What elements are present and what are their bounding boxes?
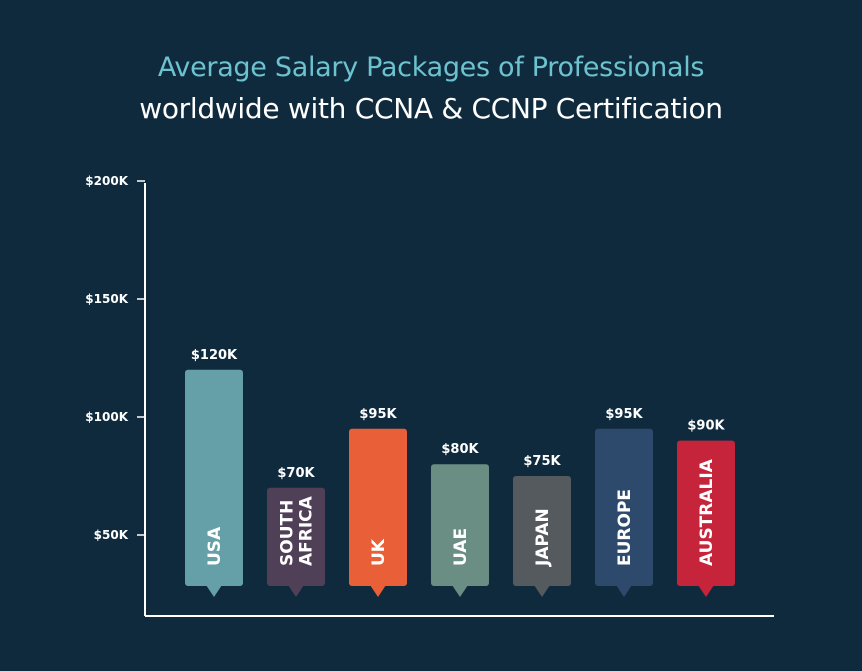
bar-value-label: $80K (441, 442, 479, 457)
bar-group: $75K JAPAN (513, 454, 571, 597)
bar-group: $95K EUROPE (595, 407, 653, 597)
bar-value-label: $95K (605, 407, 643, 422)
bar (513, 476, 571, 586)
bar (595, 428, 653, 586)
bar (267, 487, 325, 586)
bar-pointer (534, 585, 550, 597)
bar-pointer (698, 585, 714, 597)
chart-title-line1: Average Salary Packages of Professionals (157, 52, 705, 83)
bar-category-label: UK (369, 538, 389, 566)
bar-pointer (288, 585, 304, 597)
bar (185, 369, 243, 586)
bar (349, 428, 407, 586)
bar-pointer (616, 585, 632, 597)
bar-group: $95K UK (349, 407, 407, 597)
category-label-line: JAPAN (533, 508, 553, 567)
bar-pointer (370, 585, 386, 597)
bar-group: $90K AUSTRALIA (677, 419, 735, 597)
bar-category-label: EUROPE (615, 489, 635, 566)
category-label-line: UK (369, 538, 389, 566)
bar-group: $80K UAE (431, 442, 489, 597)
bar-group: $70K SOUTHAFRICA (267, 466, 325, 597)
bar-category-label: AUSTRALIA (697, 458, 717, 566)
bar (431, 464, 489, 586)
bar-value-label: $90K (687, 419, 725, 434)
bar-category-label: SOUTHAFRICA (278, 495, 317, 566)
bar-value-label: $75K (523, 454, 561, 469)
bar-pointer (452, 585, 468, 597)
bar-value-label: $120K (191, 348, 238, 363)
chart-title-line2: worldwide with CCNA & CCNP Certification (139, 92, 723, 125)
bar-value-label: $70K (277, 466, 315, 481)
category-label-line: SOUTH (278, 500, 298, 566)
bar (677, 440, 735, 586)
category-label-line: USA (205, 526, 225, 566)
y-tick-label: $50K (94, 528, 129, 542)
y-tick-label: $100K (85, 410, 128, 424)
bar-category-label: UAE (451, 528, 471, 566)
y-tick-label: $200K (85, 174, 128, 188)
bar-value-label: $95K (359, 407, 397, 422)
bar-category-label: USA (205, 526, 225, 566)
category-label-line: AFRICA (297, 495, 317, 566)
bar-pointer (206, 585, 222, 597)
category-label-line: UAE (451, 528, 471, 566)
bar-group: $120K USA (185, 348, 243, 597)
category-label-line: AUSTRALIA (697, 458, 717, 566)
y-tick-label: $150K (85, 292, 128, 306)
category-label-line: EUROPE (615, 489, 635, 566)
bar-category-label: JAPAN (533, 508, 553, 567)
